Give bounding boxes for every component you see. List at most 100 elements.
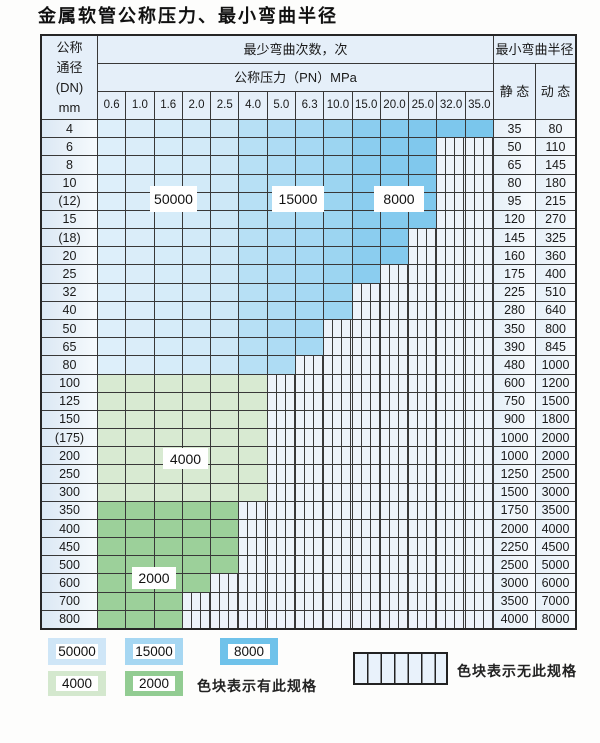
spec-cell (154, 392, 182, 410)
no-spec-cell (437, 465, 465, 483)
no-spec-cell (465, 283, 493, 301)
no-spec-cell (409, 410, 437, 429)
dynamic-radius-cell: 4000 (536, 519, 575, 538)
spec-cell (239, 138, 267, 156)
spec-cell (437, 120, 465, 138)
no-spec-cell (380, 374, 409, 392)
spec-cell (352, 265, 380, 283)
spec-cell (98, 392, 126, 410)
spec-cell (126, 538, 154, 556)
spec-cell (267, 229, 295, 247)
dynamic-radius-cell: 8000 (536, 610, 575, 628)
no-spec-cell (267, 556, 295, 574)
spec-cell (239, 374, 267, 392)
no-spec-cell (239, 538, 267, 556)
spec-cell (380, 138, 409, 156)
no-spec-cell (409, 429, 437, 447)
spec-cell (352, 210, 380, 229)
spec-cell (154, 483, 182, 501)
no-spec-cell (267, 501, 295, 519)
no-spec-cell (267, 574, 295, 592)
dynamic-radius-cell: 3000 (536, 483, 575, 501)
no-spec-cell (409, 592, 437, 610)
no-spec-cell (324, 574, 352, 592)
legend-chip-value: 2000 (133, 676, 175, 691)
spec-cell (154, 210, 182, 229)
spec-cell (239, 338, 267, 356)
no-spec-cell (437, 538, 465, 556)
spec-cell (126, 283, 154, 301)
header-pn-value: 2.0 (182, 92, 211, 119)
no-spec-cell (380, 447, 409, 465)
no-spec-cell (352, 356, 380, 374)
spec-cell (211, 465, 239, 483)
spec-cell (182, 374, 211, 392)
no-spec-cell (239, 610, 267, 628)
spec-cell (239, 356, 267, 374)
no-spec-cell (296, 465, 324, 483)
static-radius-cell: 280 (494, 301, 535, 319)
no-spec-cell (409, 501, 437, 519)
spec-cell (239, 156, 267, 174)
spec-cell (409, 120, 437, 138)
no-spec-cell (465, 229, 493, 247)
header-pn-value: 1.0 (126, 92, 154, 119)
spec-cell (352, 247, 380, 265)
spec-cell (126, 319, 154, 338)
spec-table: 公称 通径 (DN) mm 最少弯曲次数，次 最小弯曲半径 公称压力（PN）MPa 静 态动 … (40, 34, 577, 630)
spec-cell (182, 338, 211, 356)
no-spec-cell (465, 392, 493, 410)
spec-cell (98, 501, 126, 519)
spec-cell (182, 138, 211, 156)
no-spec-cell (380, 392, 409, 410)
no-spec-cell (409, 392, 437, 410)
no-spec-cell (267, 374, 295, 392)
spec-cell (324, 210, 352, 229)
no-spec-cell (437, 410, 465, 429)
no-spec-cell (352, 501, 380, 519)
legend-chip-value: 50000 (56, 643, 98, 660)
spec-cell (352, 229, 380, 247)
no-spec-cell (324, 465, 352, 483)
spec-cell (126, 338, 154, 356)
spec-cell (182, 538, 211, 556)
spec-cell (352, 174, 380, 192)
legend-chip-15000: 15000 (125, 638, 183, 665)
spec-cell (239, 120, 267, 138)
no-spec-cell (352, 538, 380, 556)
no-spec-cell (296, 538, 324, 556)
spec-cell (154, 301, 182, 319)
static-radius-cell: 4000 (494, 610, 535, 628)
dn-cell: 300 (42, 483, 97, 501)
no-spec-cell (380, 429, 409, 447)
spec-cell (239, 483, 267, 501)
static-radius-cell: 350 (494, 319, 535, 338)
no-spec-cell (465, 247, 493, 265)
spec-cell (154, 592, 182, 610)
spec-cell (267, 301, 295, 319)
page-title: 金属软管公称压力、最小弯曲半径 (38, 6, 338, 27)
spec-cell (154, 356, 182, 374)
no-spec-cell (267, 483, 295, 501)
static-radius-cell: 175 (494, 265, 535, 283)
static-radius-cell: 390 (494, 338, 535, 356)
static-radius-cell: 600 (494, 374, 535, 392)
no-spec-cell (352, 301, 380, 319)
spec-cell (267, 283, 295, 301)
no-spec-cell (380, 410, 409, 429)
no-spec-cell (267, 465, 295, 483)
dynamic-radius-cell: 180 (536, 174, 575, 192)
spec-cell (211, 138, 239, 156)
spec-cell (98, 174, 126, 192)
legend-chip-8000: 8000 (220, 638, 278, 665)
spec-cell (211, 410, 239, 429)
no-spec-cell (239, 592, 267, 610)
no-spec-cell (182, 592, 211, 610)
spec-cell (98, 265, 126, 283)
spec-cell (211, 120, 239, 138)
no-spec-cell (352, 519, 380, 538)
no-spec-cell (296, 410, 324, 429)
no-spec-cell (465, 410, 493, 429)
spec-cell (98, 247, 126, 265)
static-radius-cell: 95 (494, 192, 535, 210)
